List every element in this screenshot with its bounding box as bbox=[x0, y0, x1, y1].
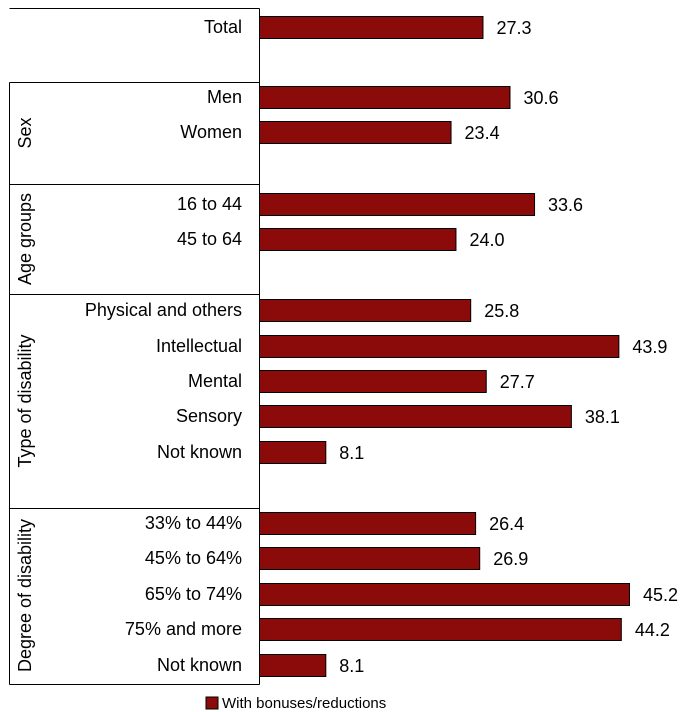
category-label: Sensory bbox=[176, 406, 242, 426]
bar bbox=[259, 512, 477, 535]
bar bbox=[259, 405, 572, 428]
category-label: Not known bbox=[157, 655, 242, 675]
category-label: 16 to 44 bbox=[177, 194, 242, 214]
category-label: Physical and others bbox=[85, 300, 242, 320]
group-label: Type of disability bbox=[15, 334, 35, 467]
bar bbox=[259, 654, 327, 677]
category-label: 45% to 64% bbox=[145, 548, 242, 568]
category-label: Mental bbox=[188, 371, 242, 391]
value-label: 33.6 bbox=[548, 195, 583, 215]
bar bbox=[259, 299, 472, 322]
value-label: 26.9 bbox=[493, 549, 528, 569]
category-label: Not known bbox=[157, 442, 242, 462]
bar bbox=[259, 86, 511, 109]
value-label: 30.6 bbox=[523, 88, 558, 108]
legend-label: With bonuses/reductions bbox=[222, 695, 386, 712]
category-label: 75% and more bbox=[125, 619, 242, 639]
category-label: 33% to 44% bbox=[145, 513, 242, 533]
value-label: 44.2 bbox=[635, 620, 670, 640]
bar bbox=[259, 370, 487, 393]
category-label: Men bbox=[207, 87, 242, 107]
category-label: 65% to 74% bbox=[145, 584, 242, 604]
category-labels: Total Men Women 16 to 44 45 to 64 Physical an… bbox=[85, 17, 242, 675]
value-label: 43.9 bbox=[632, 337, 667, 357]
value-labels: 27.3 30.6 23.4 33.6 24.0 25.8 43.9 27.7 38.1 8.1 2… bbox=[339, 18, 678, 676]
bar bbox=[259, 121, 452, 144]
category-label: Women bbox=[180, 122, 242, 142]
bar bbox=[259, 583, 630, 606]
value-label: 8.1 bbox=[339, 656, 364, 676]
value-label: 27.3 bbox=[496, 18, 531, 38]
bar bbox=[259, 193, 536, 216]
value-label: 45.2 bbox=[643, 585, 678, 605]
value-label: 24.0 bbox=[469, 230, 504, 250]
category-label: Total bbox=[204, 17, 242, 37]
group-label: Age groups bbox=[15, 193, 35, 285]
value-label: 23.4 bbox=[465, 123, 500, 143]
value-label: 25.8 bbox=[484, 301, 519, 321]
category-label: Intellectual bbox=[156, 336, 242, 356]
value-label: 8.1 bbox=[339, 443, 364, 463]
group-label: Degree of disability bbox=[15, 519, 35, 672]
bars bbox=[259, 16, 630, 677]
bar bbox=[259, 547, 481, 570]
category-label: 45 to 64 bbox=[177, 229, 242, 249]
bar bbox=[259, 228, 457, 251]
legend: With bonuses/reductions bbox=[205, 695, 386, 712]
group-label: Sex bbox=[15, 117, 35, 148]
bar bbox=[259, 16, 484, 39]
value-label: 27.7 bbox=[500, 372, 535, 392]
legend-swatch bbox=[205, 696, 219, 710]
value-label: 26.4 bbox=[489, 514, 524, 534]
bar bbox=[259, 618, 622, 641]
value-label: 38.1 bbox=[585, 407, 620, 427]
group-labels: Sex Age groups Type of disability Degree of… bbox=[15, 117, 35, 672]
bar bbox=[259, 441, 327, 464]
bar bbox=[259, 335, 620, 358]
